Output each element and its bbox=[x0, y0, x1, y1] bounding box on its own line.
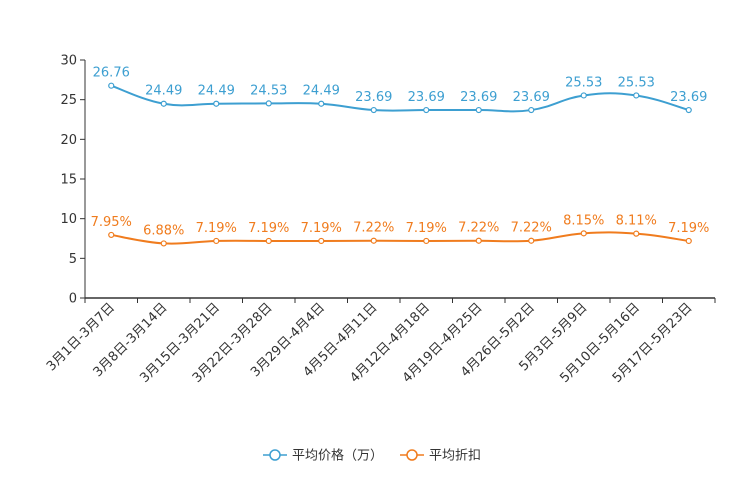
y-tick-label: 30 bbox=[60, 54, 77, 69]
series-line bbox=[110, 84, 690, 113]
data-point bbox=[580, 230, 587, 237]
data-label: 26.76 bbox=[93, 66, 130, 81]
data-point bbox=[528, 237, 535, 244]
data-point bbox=[265, 100, 272, 107]
data-label: 23.69 bbox=[460, 90, 497, 105]
legend-marker-icon bbox=[406, 449, 418, 461]
series-0: 26.76 24.49 24.49 24.53 24.49 23.69 23.69 23.69… bbox=[93, 66, 707, 114]
data-point bbox=[160, 240, 167, 247]
data-point bbox=[108, 231, 115, 239]
data-point bbox=[213, 237, 220, 245]
series-line bbox=[111, 231, 689, 245]
data-point bbox=[633, 230, 640, 237]
data-label: 8.15% bbox=[563, 213, 604, 228]
data-label: 23.69 bbox=[355, 90, 392, 105]
data-point bbox=[160, 100, 167, 107]
legend-item-0[interactable]: 平均价格（万） bbox=[263, 448, 383, 464]
data-point bbox=[423, 106, 430, 114]
y-tick-label: 10 bbox=[60, 212, 77, 227]
y-tick-label: 20 bbox=[60, 133, 77, 148]
data-point bbox=[213, 100, 220, 107]
data-point bbox=[475, 106, 482, 114]
y-tick-label: 25 bbox=[60, 93, 77, 108]
data-label: 24.49 bbox=[198, 84, 235, 99]
data-label: 6.88% bbox=[143, 223, 184, 238]
legend-label: 平均折扣 bbox=[429, 449, 481, 464]
data-point bbox=[685, 106, 692, 114]
data-point bbox=[370, 106, 377, 114]
data-label: 7.19% bbox=[406, 221, 447, 236]
data-label: 7.22% bbox=[458, 221, 499, 236]
series-1: 7.95% 6.88% 7.19% 7.19% 7.19% 7.22% 7.19% 7.22%… bbox=[91, 213, 709, 247]
data-label: 23.69 bbox=[408, 90, 445, 105]
data-label: 24.49 bbox=[303, 84, 340, 99]
data-label: 7.22% bbox=[353, 221, 394, 236]
data-label: 8.11% bbox=[616, 214, 657, 229]
data-label: 7.19% bbox=[668, 221, 709, 236]
data-label: 24.53 bbox=[250, 83, 287, 98]
legend-item-1[interactable]: 平均折扣 bbox=[400, 449, 481, 464]
data-label: 7.19% bbox=[196, 221, 237, 236]
y-tick-label: 0 bbox=[69, 292, 77, 307]
data-label: 23.69 bbox=[670, 90, 707, 105]
data-point bbox=[318, 237, 325, 245]
legend-marker-icon bbox=[269, 449, 281, 461]
data-label: 25.53 bbox=[618, 75, 655, 90]
data-point bbox=[265, 237, 272, 245]
data-label: 7.19% bbox=[301, 221, 342, 236]
series-layer: 26.76 24.49 24.49 24.53 24.49 23.69 23.69 23.69… bbox=[91, 66, 709, 247]
data-label: 23.69 bbox=[513, 90, 550, 105]
data-label: 25.53 bbox=[565, 75, 602, 90]
data-point bbox=[528, 106, 535, 114]
data-label: 7.22% bbox=[511, 221, 552, 236]
data-point bbox=[475, 237, 482, 244]
data-point bbox=[423, 237, 430, 245]
data-label: 7.95% bbox=[91, 215, 132, 230]
legend-label: 平均价格（万） bbox=[292, 448, 383, 464]
data-point bbox=[685, 237, 692, 245]
data-label: 7.19% bbox=[248, 221, 289, 236]
chart-legend[interactable]: 平均价格（万） 平均折扣 bbox=[263, 448, 481, 464]
data-point bbox=[108, 82, 115, 89]
data-point bbox=[318, 100, 325, 107]
data-point bbox=[370, 237, 377, 244]
data-point bbox=[580, 92, 587, 99]
y-tick-label: 5 bbox=[69, 252, 77, 267]
y-tick-label: 15 bbox=[60, 173, 77, 188]
data-point bbox=[633, 92, 640, 99]
data-label: 24.49 bbox=[145, 84, 182, 99]
